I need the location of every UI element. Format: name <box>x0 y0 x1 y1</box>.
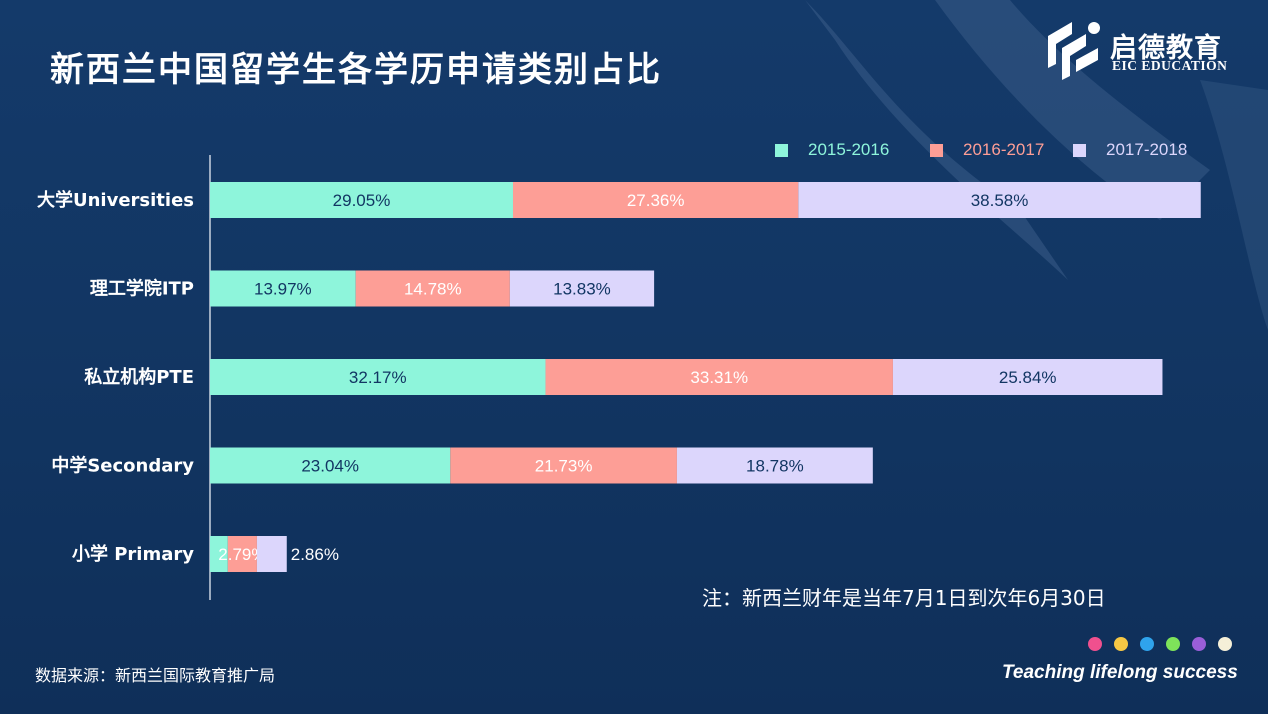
logo-name-cn: 启德教育 <box>1110 33 1222 64</box>
bar-segment <box>210 536 228 572</box>
category-label: 中学Secondary <box>51 455 194 477</box>
bar-segment <box>210 359 546 395</box>
bar-segment <box>355 270 510 307</box>
legend-swatch <box>930 144 943 157</box>
data-label: 18.78% <box>746 457 804 476</box>
bar-segment <box>676 447 873 484</box>
brand-dot <box>1166 637 1180 651</box>
category-label: 小学 Primary <box>72 543 194 565</box>
data-label: 13.97% <box>254 280 312 299</box>
bar-segment <box>509 270 655 307</box>
data-label: 38.58% <box>971 191 1029 210</box>
data-label: 25.84% <box>999 368 1057 387</box>
bar-segment <box>798 182 1201 218</box>
legend-label: 2017-2018 <box>1106 140 1188 159</box>
data-label: 21.73% <box>535 457 593 476</box>
data-label: 2.79% <box>218 545 266 564</box>
brand-dot <box>1192 637 1206 651</box>
data-label: 33.31% <box>690 368 748 387</box>
data-label: 32.17% <box>349 368 407 387</box>
brand-dots <box>1088 637 1238 651</box>
bar-segment <box>512 182 799 218</box>
category-label: 理工学院ITP <box>90 278 194 300</box>
bar-segment <box>210 182 513 218</box>
brand-dot <box>1114 637 1128 651</box>
data-label: 2.86% <box>291 545 339 564</box>
bar-segment <box>210 447 451 484</box>
bar-segment <box>892 359 1163 395</box>
data-label: 13.83% <box>553 280 611 299</box>
bar-segment <box>210 270 356 307</box>
brand-dot <box>1218 637 1232 651</box>
brand-dot <box>1088 637 1102 651</box>
category-label: 私立机构PTE <box>84 366 194 388</box>
legend-swatch <box>775 144 788 157</box>
brand-dot <box>1140 637 1154 651</box>
bar-segment <box>545 359 893 395</box>
bar-segment <box>450 447 677 484</box>
legend-label: 2016-2017 <box>963 140 1045 159</box>
fiscal-year-note: 注：新西兰财年是当年7月1日到次年6月30日 <box>702 586 1106 610</box>
bar-segment <box>256 536 287 572</box>
data-source: 数据来源：新西兰国际教育推广局 <box>35 666 276 685</box>
bar-segment <box>227 536 257 572</box>
eic-logo-icon <box>1048 22 1100 80</box>
brand-slogan: Teaching lifelong success <box>1002 662 1238 683</box>
logo-name-en: EIC EDUCATION <box>1112 58 1228 73</box>
page-title: 新西兰中国留学生各学历申请类别占比 <box>50 50 662 90</box>
data-label: 23.04% <box>301 457 359 476</box>
eic-logo: 启德教育 EIC EDUCATION <box>1042 18 1242 80</box>
category-label: 大学Universities <box>37 189 194 211</box>
legend-swatch <box>1073 144 1086 157</box>
data-label: 27.36% <box>627 191 685 210</box>
legend-label: 2015-2016 <box>808 140 890 159</box>
data-label: 14.78% <box>404 280 462 299</box>
data-label: 29.05% <box>333 191 391 210</box>
